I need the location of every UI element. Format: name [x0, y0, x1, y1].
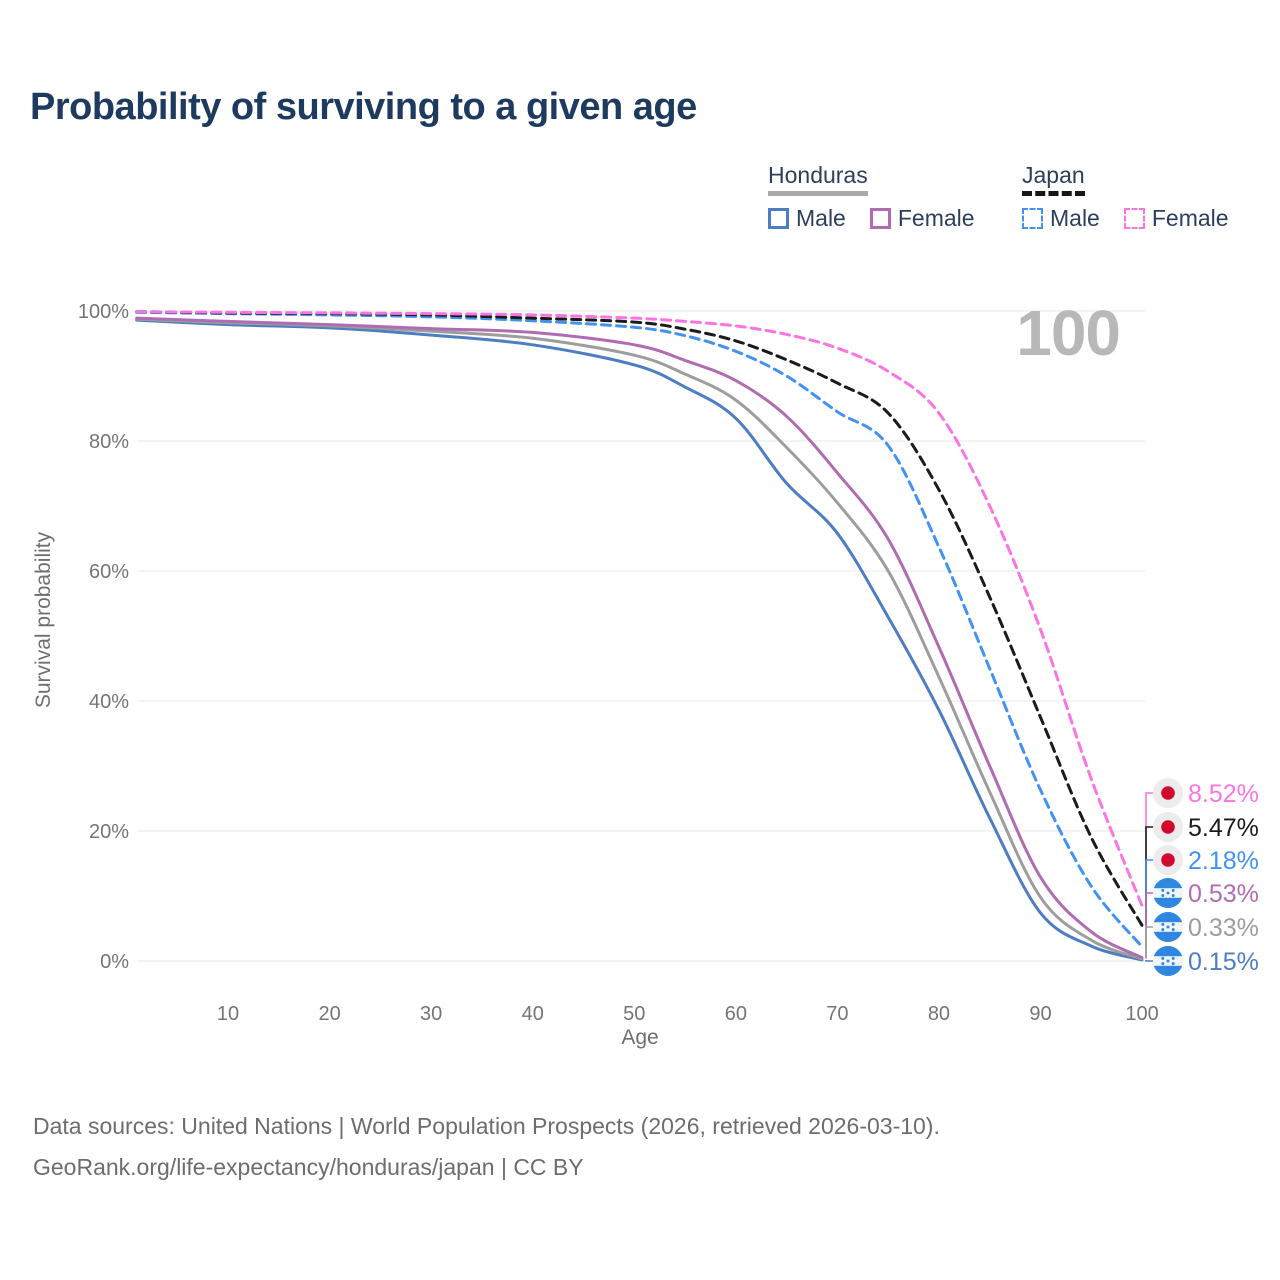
curve-honduras_female: [135, 316, 1144, 960]
annotation-leader: [1145, 826, 1154, 926]
japan-male-swatch-icon: [1022, 208, 1043, 229]
legend-group-japan: Japan Male Female: [1022, 162, 1229, 232]
x-tick-label: 60: [725, 1003, 747, 1025]
flag-honduras-icon: [1153, 878, 1183, 908]
flag-japan-icon: [1153, 845, 1183, 875]
flag-japan-icon: [1153, 812, 1183, 842]
annotation-leader: [1145, 926, 1154, 959]
age-watermark: 100: [1016, 297, 1121, 369]
x-tick-label: 70: [826, 1003, 848, 1025]
curve-japan_male: [135, 310, 1144, 949]
x-tick-label: 10: [217, 1003, 239, 1025]
x-tick-label: 90: [1029, 1003, 1051, 1025]
curve-honduras_male: [135, 318, 1144, 962]
curve-honduras_both: [135, 317, 1144, 961]
y-tick-label: 60%: [89, 561, 129, 583]
annotation-leader: [1145, 792, 1154, 906]
honduras-male-swatch-icon: [768, 208, 789, 229]
x-tick-label: 80: [928, 1003, 950, 1025]
flag-japan-icon: [1153, 778, 1183, 808]
y-tick-label: 100%: [78, 301, 129, 323]
y-tick-label: 40%: [89, 691, 129, 713]
legend-honduras-header[interactable]: Honduras: [768, 162, 868, 196]
data-sources-line: Data sources: United Nations | World Pop…: [33, 1113, 940, 1139]
annotation-value-label: 0.15%: [1188, 948, 1259, 976]
annotation-leader: [1145, 892, 1154, 958]
legend-item-honduras-male[interactable]: Male: [768, 205, 846, 232]
annotation-value-label: 8.52%: [1188, 780, 1259, 808]
legend-item-label: Female: [897, 205, 975, 231]
x-tick-label: 100: [1125, 1003, 1158, 1025]
legend-item-japan-female[interactable]: Female: [1123, 205, 1229, 232]
x-axis-title: Age: [621, 1026, 659, 1049]
legend-item-honduras-female[interactable]: Female: [869, 205, 975, 232]
annotation-value-label: 0.53%: [1188, 880, 1259, 908]
legend-group-honduras: Honduras Male Female: [768, 162, 975, 232]
legend-item-label: Male: [1050, 205, 1100, 231]
curve-japan_female: [135, 310, 1144, 908]
japan-female-swatch-icon: [1123, 208, 1145, 229]
annotation-value-label: 2.18%: [1188, 847, 1259, 875]
flag-honduras-icon: [1153, 946, 1183, 976]
legend-item-label: Male: [796, 205, 846, 231]
legend-item-label: Female: [1151, 205, 1229, 231]
annotation-leader: [1145, 960, 1154, 962]
annotation-value-label: 5.47%: [1188, 814, 1259, 842]
curve-japan_both: [135, 310, 1144, 927]
y-tick-label: 20%: [89, 821, 129, 843]
annotation-leader: [1145, 859, 1154, 947]
legend-japan-header[interactable]: Japan: [1022, 162, 1085, 196]
annotation-value-label: 0.33%: [1188, 914, 1259, 942]
y-axis-title: Survival probability: [32, 531, 55, 709]
x-tick-label: 20: [318, 1003, 340, 1025]
x-tick-label: 40: [522, 1003, 544, 1025]
page-title: Probability of surviving to a given age: [30, 86, 697, 128]
y-tick-label: 0%: [100, 951, 129, 973]
honduras-female-swatch-icon: [869, 208, 891, 229]
source-url-line: GeoRank.org/life-expectancy/honduras/jap…: [33, 1154, 584, 1180]
footer: Data sources: United Nations | World Pop…: [33, 1106, 940, 1188]
y-tick-label: 80%: [89, 431, 129, 453]
legend-item-japan-male[interactable]: Male: [1022, 205, 1100, 232]
flag-honduras-icon: [1153, 912, 1183, 942]
x-tick-label: 50: [623, 1003, 645, 1025]
x-tick-label: 30: [420, 1003, 442, 1025]
